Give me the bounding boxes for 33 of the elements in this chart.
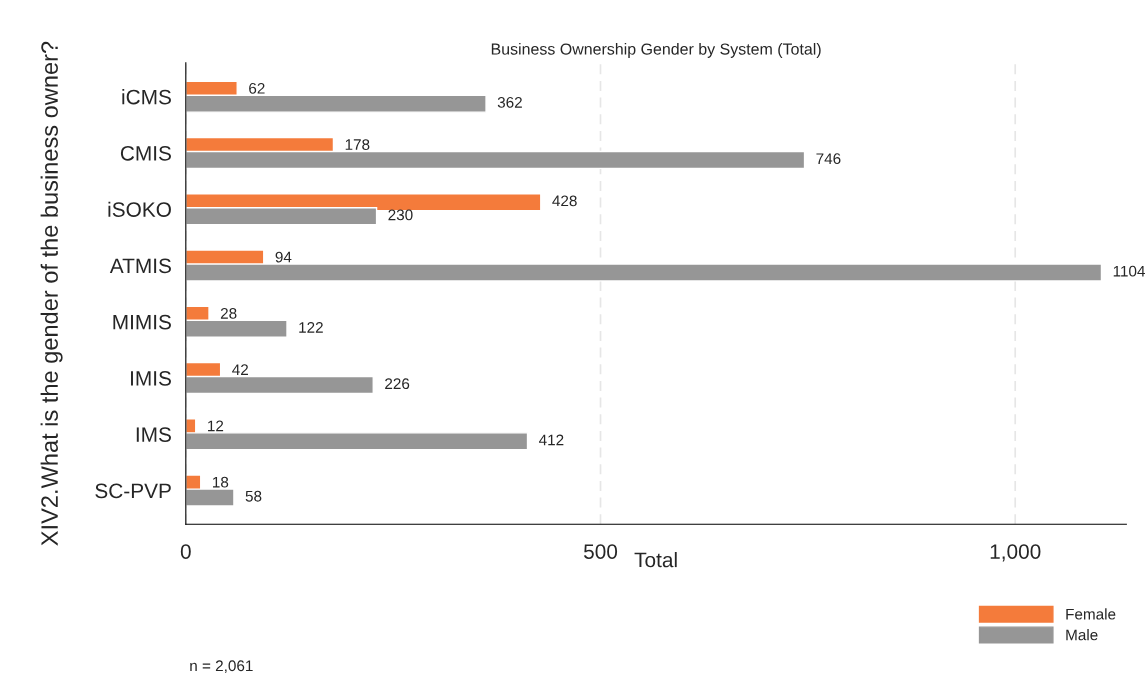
data-label: 746: [816, 153, 841, 165]
data-label: 1104: [1113, 265, 1145, 277]
y-tick-label: ATMIS: [109, 258, 171, 274]
data-label: 122: [299, 322, 323, 333]
data-label: 428: [552, 195, 577, 207]
data-label: 42: [232, 364, 248, 375]
x-tick-label: 1,000: [990, 544, 1041, 562]
data-label: 362: [497, 96, 522, 108]
data-label: 58: [245, 490, 262, 502]
x-tick-label: 0: [180, 544, 191, 559]
chart-title: Business Ownership Gender by System (Total): [491, 43, 821, 58]
x-tick-label: 500: [583, 544, 618, 559]
y-tick-label: CMIS: [120, 145, 171, 161]
data-label: 18: [213, 476, 229, 488]
data-label: 28: [220, 307, 237, 319]
y-tick-label: iCMS: [122, 89, 171, 105]
data-label: 62: [249, 82, 265, 94]
y-tick-label: SC-PVP: [95, 483, 171, 499]
x-axis-title: Total: [634, 552, 677, 568]
text: n = 2,061: [190, 660, 253, 673]
y-tick-label: MIMIS: [113, 314, 171, 330]
data-label: 226: [385, 378, 410, 390]
y-tick-label: IMIS: [131, 370, 171, 386]
y-axis-title: XIV2.What is the gender of the business owner?: [40, 41, 63, 546]
data-label: 230: [388, 209, 413, 221]
data-label: 412: [538, 434, 564, 446]
y-tick-label: iSOKO: [108, 201, 171, 217]
data-label: 178: [345, 139, 370, 150]
legend-label: Female: [1066, 608, 1116, 620]
legend-label: Male: [1066, 629, 1098, 641]
data-label: 12: [208, 420, 224, 432]
data-label: 94: [275, 251, 292, 263]
y-tick-label: IMS: [136, 427, 171, 442]
